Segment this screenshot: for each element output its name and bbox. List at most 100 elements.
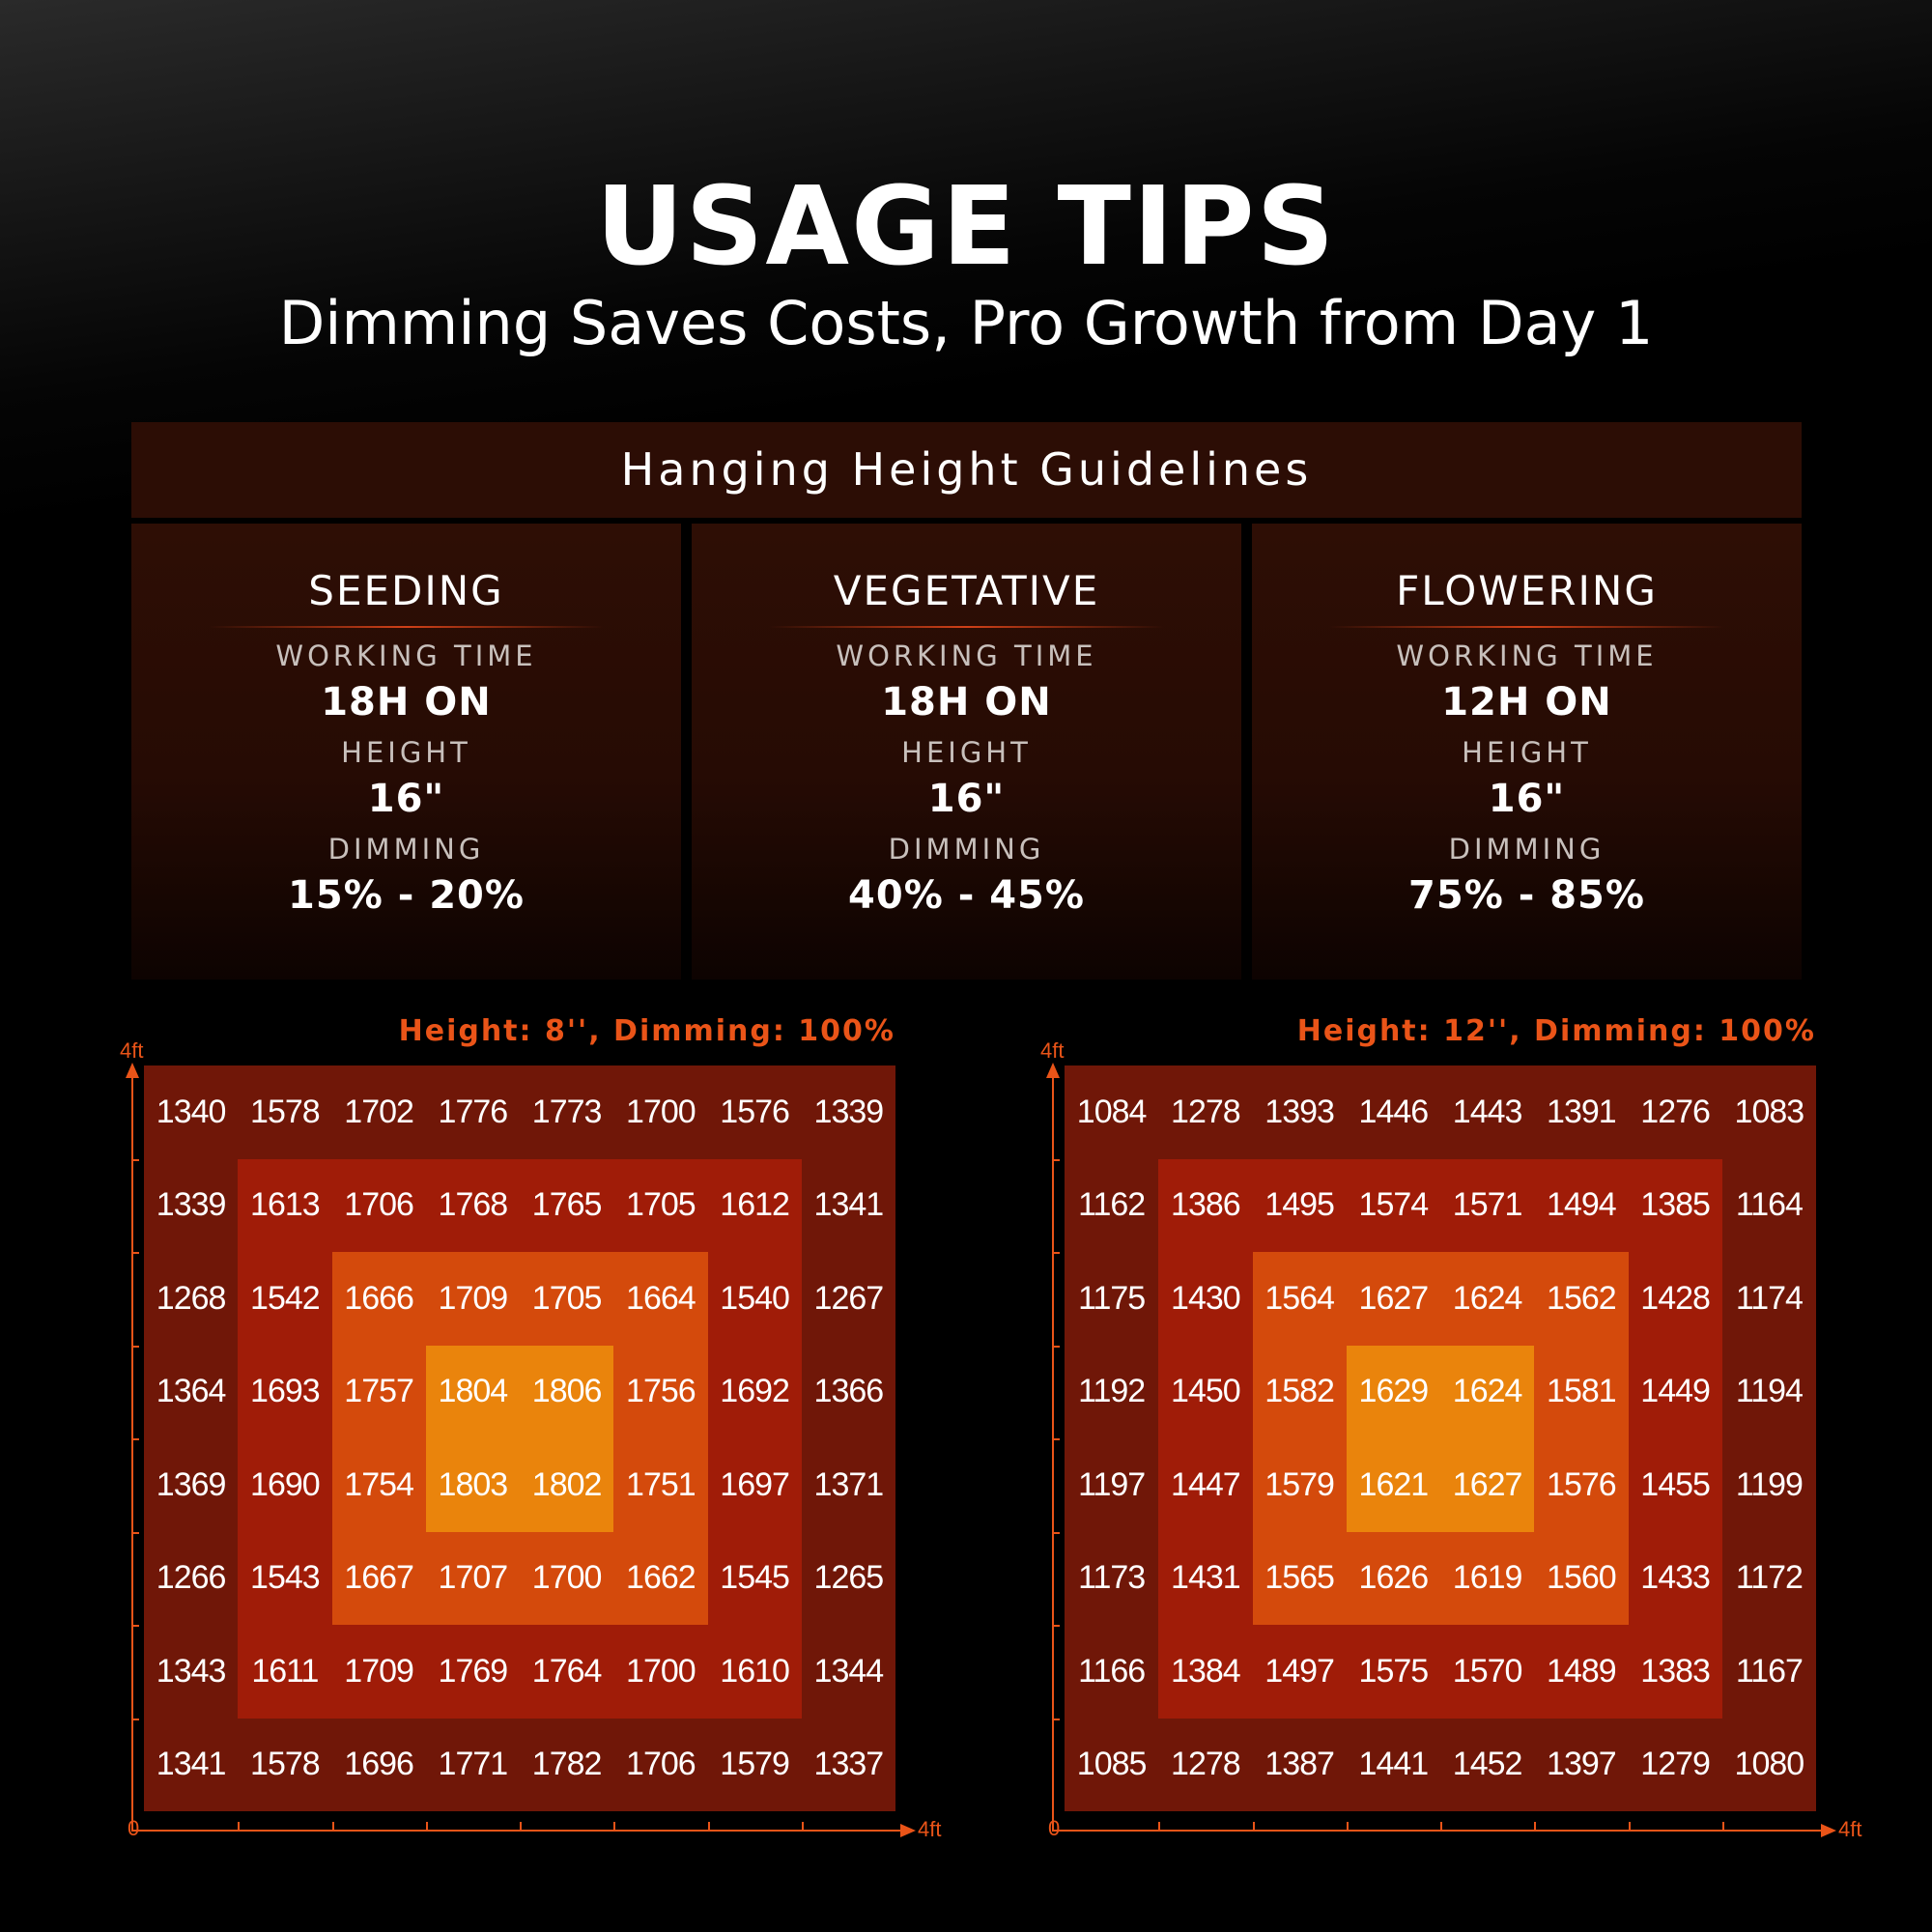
y-axis-tick bbox=[131, 1345, 139, 1348]
ppfd-cell: 1431 bbox=[1158, 1531, 1253, 1625]
stage-card: SEEDING WORKING TIME 18H ON HEIGHT 16" DIMMIN… bbox=[131, 524, 681, 980]
ppfd-cell: 1751 bbox=[613, 1438, 708, 1532]
ppfd-cell: 1172 bbox=[1721, 1531, 1816, 1625]
ppfd-cell: 1267 bbox=[801, 1252, 895, 1346]
ppfd-cell: 1802 bbox=[520, 1438, 614, 1532]
ppfd-cell: 1542 bbox=[238, 1252, 332, 1346]
ppfd-cell: 1782 bbox=[520, 1718, 614, 1811]
x-axis-tick bbox=[707, 1822, 710, 1830]
x-axis-tick bbox=[425, 1822, 428, 1830]
guidelines-bar bbox=[131, 422, 1802, 518]
ppfd-cell: 1495 bbox=[1252, 1158, 1347, 1252]
y-arrow bbox=[1046, 1063, 1060, 1078]
ppfd-cell: 1696 bbox=[331, 1718, 426, 1811]
x-axis-label: 4ft bbox=[918, 1817, 942, 1841]
ppfd-cell: 1776 bbox=[425, 1065, 520, 1159]
ppfd-cell: 1804 bbox=[425, 1345, 520, 1438]
dimming-label: DIMMING bbox=[888, 833, 1045, 866]
ppfd-cell: 1709 bbox=[331, 1625, 426, 1719]
ppfd-cell: 1579 bbox=[707, 1718, 802, 1811]
ppfd-cell: 1578 bbox=[238, 1065, 332, 1159]
ppfd-cell: 1803 bbox=[425, 1438, 520, 1532]
ppfd-cell: 1192 bbox=[1065, 1345, 1159, 1438]
ppfd-cell: 1570 bbox=[1440, 1625, 1535, 1719]
heatmap: 1340 1578 1702 1776 1773 1700 1576 1339 1339 1613… bbox=[144, 1065, 895, 1811]
ppfd-cell: 1576 bbox=[707, 1065, 802, 1159]
ppfd-cell: 1545 bbox=[707, 1531, 802, 1625]
x-axis bbox=[1052, 1830, 1823, 1832]
ppfd-cell: 1339 bbox=[801, 1065, 895, 1159]
ppfd-cell: 1279 bbox=[1628, 1718, 1722, 1811]
ppfd-cell: 1369 bbox=[144, 1438, 239, 1532]
x-axis-tick bbox=[1628, 1822, 1631, 1830]
ppfd-cell: 1391 bbox=[1534, 1065, 1629, 1159]
stage-card: FLOWERING WORKING TIME 12H ON HEIGHT 16" DIMM… bbox=[1252, 524, 1802, 980]
ppfd-cell: 1341 bbox=[144, 1718, 239, 1811]
ppfd-cell: 1768 bbox=[425, 1158, 520, 1252]
y-axis-tick bbox=[131, 1531, 139, 1534]
y-axis-tick bbox=[1052, 1625, 1060, 1627]
ppfd-cell: 1441 bbox=[1346, 1718, 1440, 1811]
x-axis-tick bbox=[1534, 1822, 1537, 1830]
ppfd-cell: 1610 bbox=[707, 1625, 802, 1719]
ppfd-cell: 1705 bbox=[613, 1158, 708, 1252]
ppfd-cell: 1278 bbox=[1158, 1065, 1253, 1159]
ppfd-cell: 1765 bbox=[520, 1158, 614, 1252]
ppfd-cell: 1339 bbox=[144, 1158, 239, 1252]
ppfd-cell: 1624 bbox=[1440, 1252, 1535, 1346]
y-axis-tick bbox=[1052, 1158, 1060, 1161]
ppfd-cell: 1343 bbox=[144, 1625, 239, 1719]
ppfd-cell: 1700 bbox=[520, 1531, 614, 1625]
ppfd-cell: 1080 bbox=[1721, 1718, 1816, 1811]
ppfd-cell: 1175 bbox=[1065, 1252, 1159, 1346]
ppfd-cell: 1084 bbox=[1065, 1065, 1159, 1159]
ppfd-cell: 1806 bbox=[520, 1345, 614, 1438]
ppfd-cell: 1613 bbox=[238, 1158, 332, 1252]
x-axis-tick bbox=[1346, 1822, 1349, 1830]
y-axis-tick bbox=[1052, 1531, 1060, 1534]
dimming-label: DIMMING bbox=[327, 833, 485, 866]
y-axis-tick bbox=[131, 1438, 139, 1440]
ppfd-cell: 1578 bbox=[238, 1718, 332, 1811]
stage-card: VEGETATIVE WORKING TIME 18H ON HEIGHT 16" DIM… bbox=[692, 524, 1241, 980]
y-axis-tick bbox=[1052, 1252, 1060, 1254]
ppfd-cell: 1579 bbox=[1252, 1438, 1347, 1532]
x-axis bbox=[131, 1830, 902, 1832]
ppfd-cell: 1764 bbox=[520, 1625, 614, 1719]
ppfd-cell: 1447 bbox=[1158, 1438, 1253, 1532]
ppfd-cell: 1366 bbox=[801, 1345, 895, 1438]
ppfd-cell: 1756 bbox=[613, 1345, 708, 1438]
ppfd-cell: 1385 bbox=[1628, 1158, 1722, 1252]
ppfd-cell: 1085 bbox=[1065, 1718, 1159, 1811]
ppfd-cell: 1626 bbox=[1346, 1531, 1440, 1625]
ppfd-cell: 1666 bbox=[331, 1252, 426, 1346]
origin-label: 0 bbox=[1048, 1816, 1061, 1840]
ppfd-cell: 1278 bbox=[1158, 1718, 1253, 1811]
ppfd-cell: 1571 bbox=[1440, 1158, 1535, 1252]
ppfd-cell: 1769 bbox=[425, 1625, 520, 1719]
dimming: 40% - 45% bbox=[848, 873, 1085, 918]
ppfd-cell: 1771 bbox=[425, 1718, 520, 1811]
ppfd-cell: 1611 bbox=[238, 1625, 332, 1719]
y-axis-label: 4ft bbox=[120, 1038, 144, 1063]
ppfd-cell: 1612 bbox=[707, 1158, 802, 1252]
ppfd-cell: 1443 bbox=[1440, 1065, 1535, 1159]
ppfd-cell: 1581 bbox=[1534, 1345, 1629, 1438]
grid-caption: Height: 8'', Dimming: 100% bbox=[398, 1014, 895, 1048]
x-arrow bbox=[900, 1824, 916, 1837]
y-axis-tick bbox=[131, 1158, 139, 1161]
ppfd-cell: 1627 bbox=[1346, 1252, 1440, 1346]
stage-name: SEEDING bbox=[308, 567, 504, 614]
origin-label: 0 bbox=[128, 1816, 140, 1840]
ppfd-cell: 1489 bbox=[1534, 1625, 1629, 1719]
working-time: 18H ON bbox=[321, 680, 492, 724]
working-time-label: WORKING TIME bbox=[836, 639, 1097, 672]
y-axis bbox=[1052, 1072, 1054, 1830]
working-time: 12H ON bbox=[1441, 680, 1612, 724]
height-label: HEIGHT bbox=[341, 736, 471, 769]
ppfd-cell: 1690 bbox=[238, 1438, 332, 1532]
x-axis-tick bbox=[613, 1822, 616, 1830]
stage-rule bbox=[209, 626, 604, 628]
stage-name: VEGETATIVE bbox=[833, 567, 1100, 614]
